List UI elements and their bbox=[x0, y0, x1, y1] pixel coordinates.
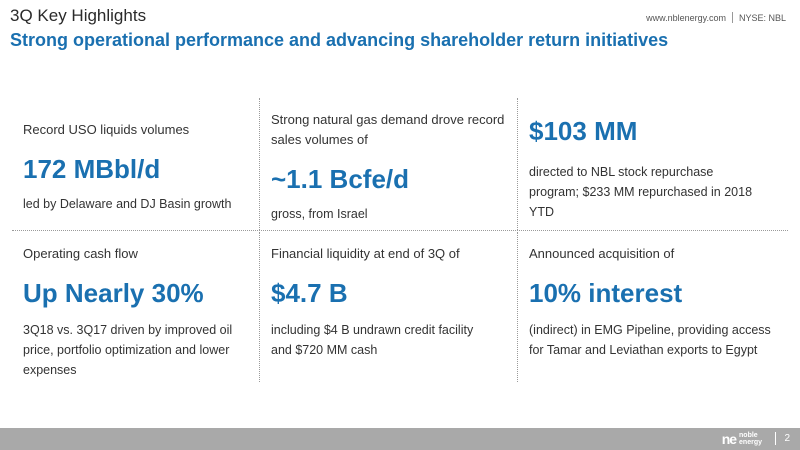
highlights-grid: Record USO liquids volumes 172 MBbl/d le… bbox=[0, 98, 800, 386]
highlight-stock-repurchase: $103 MM directed to NBL stock repurchase… bbox=[517, 98, 775, 230]
highlight-detail: led by Delaware and DJ Basin growth bbox=[23, 197, 232, 211]
logo-wordmark: noble energy bbox=[739, 432, 762, 446]
noble-energy-logo: ne noble energy bbox=[722, 431, 762, 447]
highlight-detail: directed to NBL stock repurchase program… bbox=[529, 165, 753, 219]
top-links: www.nblenergy.com NYSE: NBL bbox=[646, 12, 786, 23]
highlight-detail: including $4 B undrawn credit facility a… bbox=[271, 323, 474, 357]
logo-word-2: energy bbox=[739, 439, 762, 446]
highlight-operating-cash-flow: Operating cash flow Up Nearly 30% 3Q18 v… bbox=[12, 232, 270, 382]
highlight-label: Strong natural gas demand drove record s… bbox=[271, 112, 505, 147]
ticker-label: NYSE: NBL bbox=[738, 12, 786, 23]
logo-word-1: noble bbox=[739, 432, 758, 439]
highlight-value: 172 MBbl/d bbox=[23, 154, 161, 184]
highlight-uso-liquids: Record USO liquids volumes 172 MBbl/d le… bbox=[12, 98, 270, 230]
highlight-value: ~1.1 Bcfe/d bbox=[271, 164, 410, 194]
highlight-label: Announced acquisition of bbox=[529, 246, 675, 261]
highlight-label: Financial liquidity at end of 3Q of bbox=[271, 246, 460, 261]
highlight-label: Record USO liquids volumes bbox=[23, 122, 190, 137]
highlight-label: Operating cash flow bbox=[23, 246, 138, 261]
website-link[interactable]: www.nblenergy.com bbox=[646, 12, 726, 23]
highlight-value: $4.7 B bbox=[271, 278, 348, 308]
highlight-value: 10% interest bbox=[529, 278, 683, 308]
slide-title: Strong operational performance and advan… bbox=[10, 30, 669, 50]
page-number: 2 bbox=[775, 432, 790, 445]
highlight-financial-liquidity: Financial liquidity at end of 3Q of $4.7… bbox=[259, 232, 517, 382]
highlight-value: Up Nearly 30% bbox=[23, 278, 204, 308]
highlight-detail: (indirect) in EMG Pipeline, providing ac… bbox=[529, 323, 771, 357]
footer-bar: ne noble energy 2 bbox=[0, 428, 800, 450]
highlight-detail: gross, from Israel bbox=[271, 207, 368, 221]
highlight-detail: 3Q18 vs. 3Q17 driven by improved oil pri… bbox=[23, 323, 233, 377]
highlight-acquisition: Announced acquisition of 10% interest (i… bbox=[517, 232, 775, 382]
divider bbox=[731, 12, 733, 23]
row-divider bbox=[12, 230, 788, 231]
logo-mark: ne bbox=[721, 431, 737, 447]
slide-kicker: 3Q Key Highlights bbox=[10, 6, 147, 25]
highlight-natural-gas: Strong natural gas demand drove record s… bbox=[259, 98, 517, 230]
highlight-value: $103 MM bbox=[529, 116, 638, 146]
